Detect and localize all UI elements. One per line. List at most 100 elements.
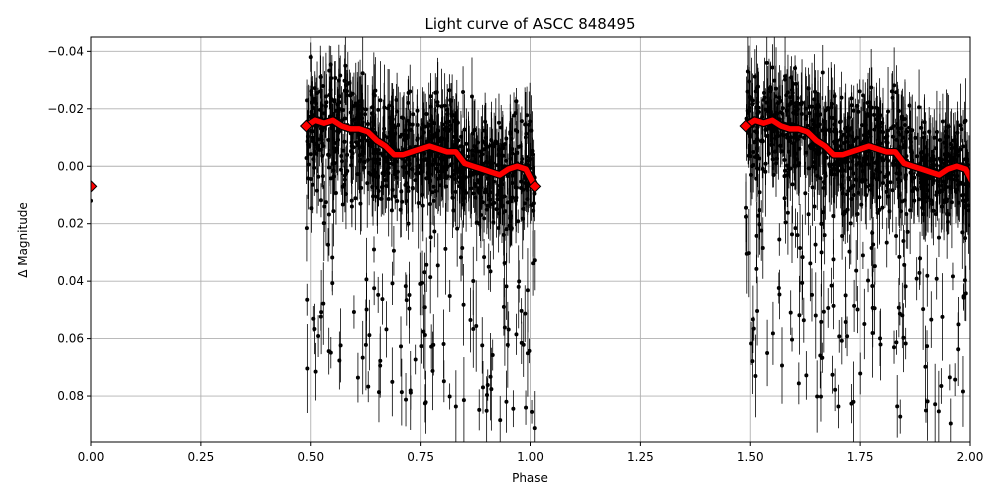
data-point xyxy=(304,194,309,262)
data-point xyxy=(349,127,354,165)
data-point xyxy=(432,215,437,248)
data-point xyxy=(833,133,838,196)
data-point xyxy=(391,226,396,276)
x-tick-label: 0.00 xyxy=(78,450,105,464)
data-point xyxy=(353,166,358,231)
data-point xyxy=(342,58,347,104)
data-point xyxy=(950,262,955,291)
data-point xyxy=(372,271,377,306)
data-point xyxy=(894,330,899,355)
data-point xyxy=(801,297,806,343)
data-point xyxy=(915,116,920,197)
data-point xyxy=(770,301,775,365)
binned-marker xyxy=(299,119,313,133)
data-point xyxy=(925,330,930,362)
data-point xyxy=(901,224,906,258)
data-point xyxy=(365,138,370,228)
data-point xyxy=(308,42,313,72)
data-point xyxy=(490,339,495,371)
data-point xyxy=(819,283,824,360)
data-point xyxy=(858,352,863,395)
data-point xyxy=(519,298,524,324)
data-point xyxy=(903,327,908,360)
data-point xyxy=(524,121,529,147)
data-point xyxy=(341,133,346,168)
data-point xyxy=(854,129,859,184)
data-point xyxy=(319,270,324,355)
data-point xyxy=(929,291,934,348)
data-point xyxy=(395,180,400,222)
data-point xyxy=(447,383,452,410)
data-point xyxy=(370,110,375,182)
data-point xyxy=(800,250,805,315)
data-point xyxy=(373,57,378,125)
data-point xyxy=(839,317,844,365)
y-axis-label: Δ Magnitude xyxy=(16,202,30,278)
data-point xyxy=(849,384,854,424)
y-tick-label: 0.02 xyxy=(57,217,84,231)
data-point xyxy=(934,90,939,174)
data-point xyxy=(468,287,473,353)
data-point xyxy=(469,57,474,136)
data-point xyxy=(961,284,966,311)
data-point xyxy=(364,237,369,321)
data-point xyxy=(367,299,372,371)
data-point xyxy=(496,93,501,152)
data-point xyxy=(870,288,875,378)
data-point xyxy=(519,141,524,222)
data-point xyxy=(499,151,504,244)
data-point xyxy=(489,347,494,431)
data-point xyxy=(523,285,528,342)
data-point xyxy=(866,268,871,293)
data-point xyxy=(892,330,897,364)
x-tick-label: 1.00 xyxy=(517,450,544,464)
data-point xyxy=(855,285,860,334)
data-point xyxy=(821,270,826,353)
data-point xyxy=(872,247,877,285)
data-point xyxy=(393,115,398,140)
data-point xyxy=(515,109,520,197)
data-point xyxy=(905,215,910,249)
data-point xyxy=(530,400,535,424)
data-point xyxy=(418,252,423,316)
data-point xyxy=(455,190,460,267)
data-point xyxy=(807,105,812,188)
data-point xyxy=(878,310,883,367)
data-point xyxy=(804,76,809,158)
data-point xyxy=(956,297,961,352)
data-point xyxy=(493,115,498,171)
data-point xyxy=(818,133,823,223)
data-point xyxy=(946,194,951,234)
data-point xyxy=(862,288,867,360)
data-point xyxy=(488,250,493,292)
data-point xyxy=(326,127,331,184)
data-point xyxy=(326,173,331,256)
data-point xyxy=(819,178,824,270)
data-point xyxy=(413,344,418,375)
data-point xyxy=(755,276,760,346)
x-tick-label: 1.25 xyxy=(627,450,654,464)
data-point xyxy=(428,73,433,120)
data-point xyxy=(305,324,310,413)
data-point xyxy=(521,312,526,377)
data-point xyxy=(849,92,854,119)
data-point xyxy=(408,350,413,430)
data-point xyxy=(899,90,904,143)
data-point xyxy=(326,127,331,153)
data-point xyxy=(806,193,811,236)
data-point xyxy=(471,290,476,368)
data-point xyxy=(749,321,754,365)
data-point xyxy=(813,226,818,264)
data-point xyxy=(451,95,456,135)
binned-marker-phase0 xyxy=(91,179,98,193)
data-point xyxy=(523,155,528,212)
data-point xyxy=(788,290,793,335)
data-point xyxy=(413,155,418,205)
data-point xyxy=(316,147,321,206)
data-point xyxy=(389,101,394,142)
data-point xyxy=(428,240,433,314)
data-point xyxy=(328,337,333,369)
data-point xyxy=(770,44,775,91)
data-point xyxy=(378,326,383,396)
